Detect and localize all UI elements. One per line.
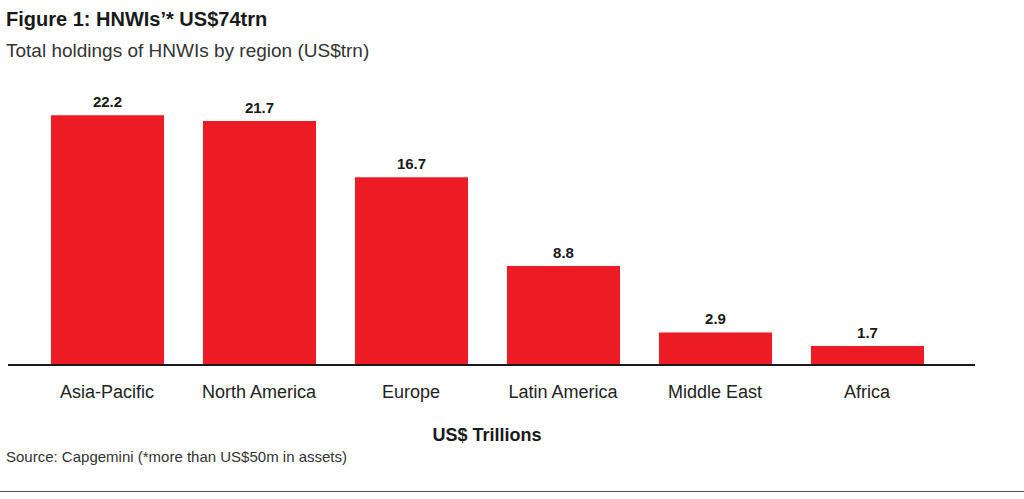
svg-text:16.7: 16.7 — [397, 155, 426, 172]
svg-text:Europe: Europe — [382, 382, 440, 402]
svg-text:22.2: 22.2 — [93, 93, 122, 110]
svg-text:Africa: Africa — [844, 382, 891, 402]
html-text:Total holdings of HNWIs by reg: Total holdings of HNWIs by region (US$tr… — [6, 40, 370, 61]
html-text:Source: Capgemini (*more than: Source: Capgemini (*more than US$50m in … — [6, 448, 347, 465]
svg-text:2.9: 2.9 — [705, 310, 726, 327]
svg-text:Middle East: Middle East — [668, 382, 762, 402]
svg-text:21.7: 21.7 — [245, 99, 274, 116]
svg-text:8.8: 8.8 — [553, 244, 574, 261]
html-text:Figure 1: HNWIs’* US$74trn: Figure 1: HNWIs’* US$74trn — [6, 8, 268, 30]
svg-text:Asia-Pacific: Asia-Pacific — [60, 382, 154, 402]
svg-text:1.7: 1.7 — [857, 324, 878, 341]
svg-text:North America: North America — [202, 382, 317, 402]
svg-text:US$ Trillions: US$ Trillions — [432, 425, 541, 445]
svg-text:Latin America: Latin America — [508, 382, 618, 402]
